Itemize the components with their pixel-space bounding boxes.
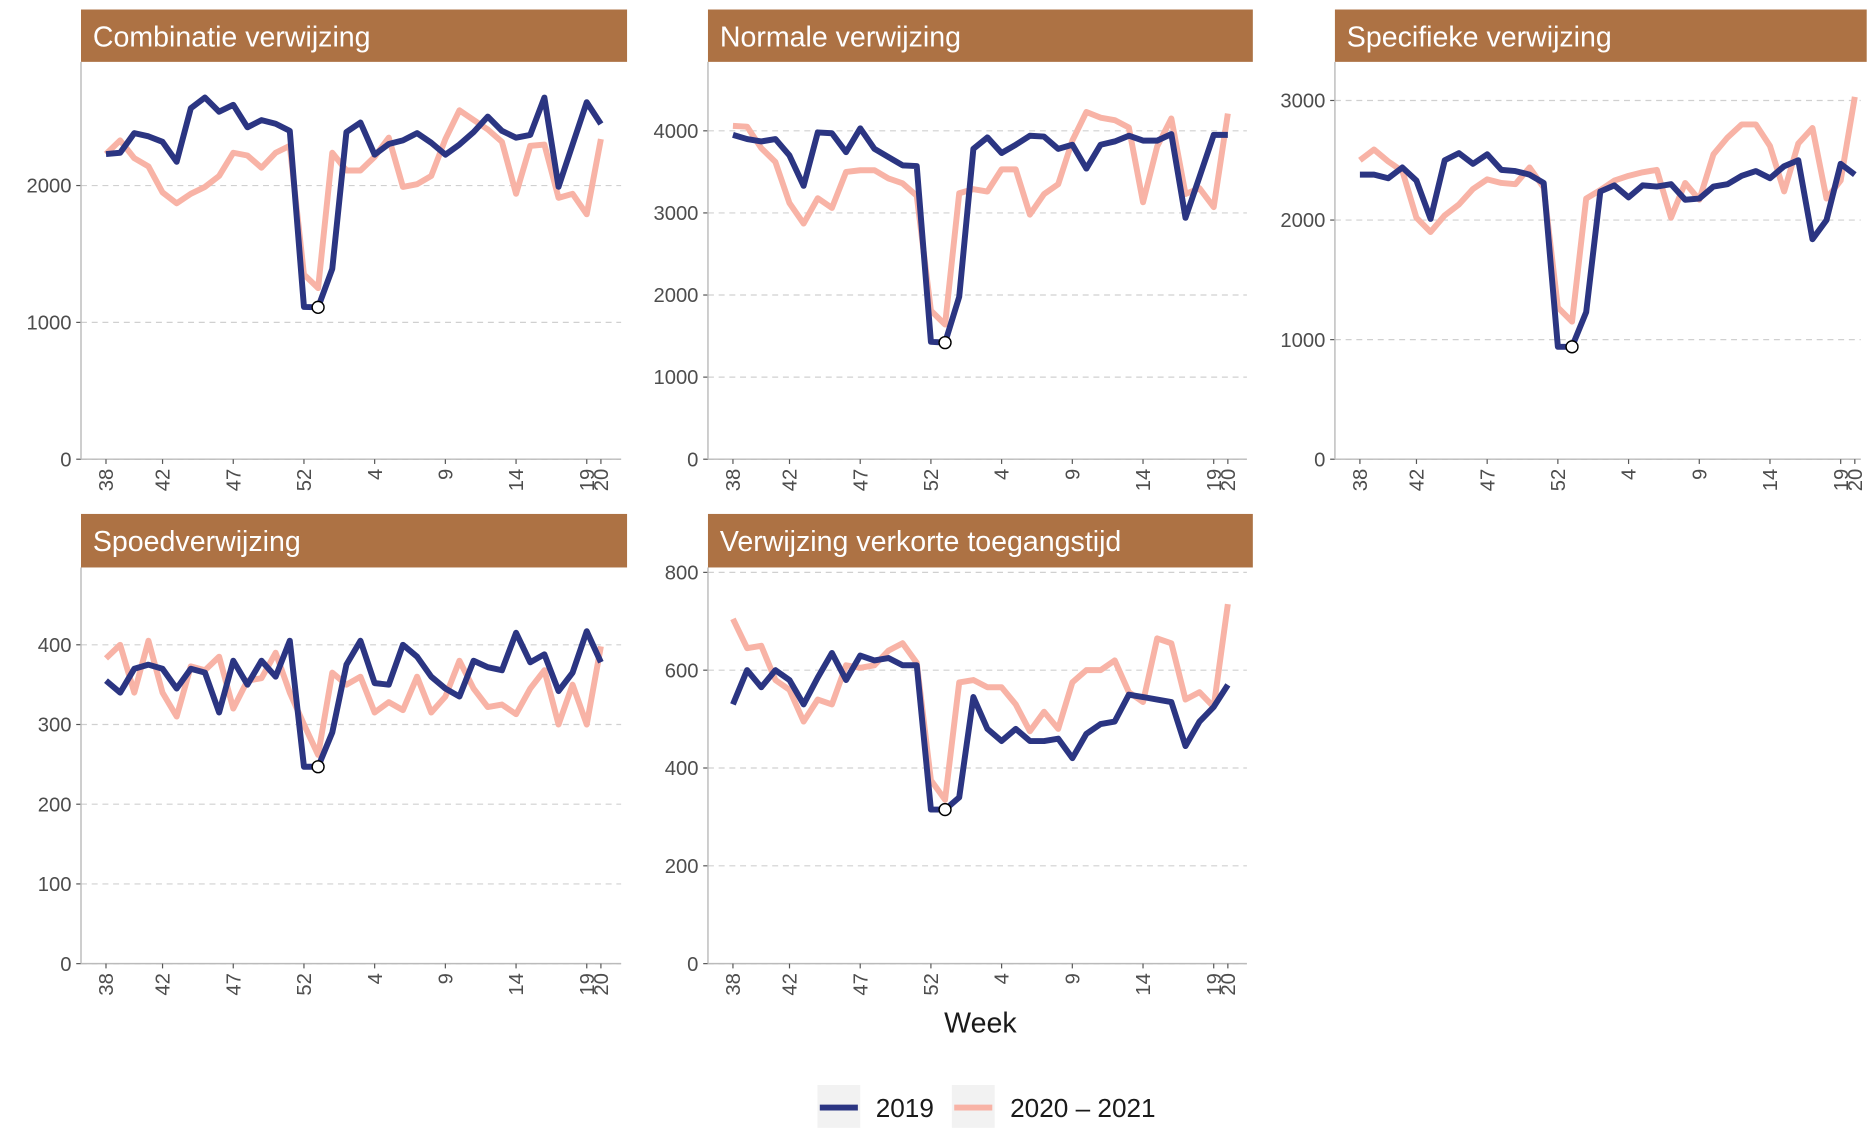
x-tick-label: 9 [435,973,457,984]
x-tick-label: 19 [577,973,599,996]
series-line [730,650,1231,813]
y-tick-label: 1000 [27,313,72,335]
y-tick-label: 3000 [653,203,698,225]
x-tick-label: 47 [1477,469,1499,491]
y-tick-label: 0 [60,954,71,976]
highlight-point [311,760,325,774]
x-tick-label: 52 [294,973,316,996]
panel-strip [1334,9,1867,62]
x-tick-label: 52 [921,973,943,996]
x-tick-label: 47 [850,469,872,492]
panel-strip [707,9,1253,62]
panel-title: Normale verwijzing [720,21,961,53]
x-tick-label: 47 [850,973,872,996]
y-tick-label: 0 [687,449,698,471]
x-tick-label: 14 [1760,469,1782,491]
y-tick-label: 3000 [1280,91,1325,113]
x-tick-label: 9 [1062,973,1084,984]
highlight-point [1565,340,1579,354]
x-tick-label: 19 [1204,469,1226,491]
x-tick-label: 19 [1831,469,1853,491]
y-tick-label: 4000 [653,121,698,143]
x-tick-label: 9 [1062,469,1084,480]
series-line [732,108,1231,328]
y-tick-label: 1000 [653,367,698,389]
x-tick-label: 14 [1133,973,1155,996]
x-tick-label: 42 [153,973,175,996]
x-tick-label: 9 [1689,469,1711,480]
panel-strip [81,9,628,62]
series-line [105,94,604,311]
x-tick-label: 52 [1548,469,1570,491]
x-tick-label: 20 [1845,469,1867,491]
y-tick-label: 0 [687,954,698,976]
y-tick-label: 600 [665,660,699,682]
panel-title: Combinatie verwijzing [93,21,371,53]
x-tick-label: 20 [1218,973,1240,996]
x-tick-label: 19 [577,469,599,492]
panel-title: Spoedverwijzing [93,526,301,558]
y-tick-label: 200 [38,794,72,816]
legend-label: 2019 [876,1093,934,1123]
x-tick-label: 42 [153,469,175,492]
x-tick-label: 38 [723,973,745,996]
x-tick-label: 47 [223,469,245,492]
highlight-point [938,335,952,350]
x-tick-label: 19 [1204,973,1226,996]
x-tick-label: 42 [1407,469,1429,491]
series-line [730,603,1231,803]
y-tick-label: 2000 [1280,210,1325,232]
x-tick-label: 4 [1619,469,1641,480]
x-tick-label: 52 [294,469,316,492]
y-tick-label: 300 [38,715,72,737]
highlight-point [938,802,952,817]
y-tick-label: 2000 [653,285,698,307]
x-tick-label: 38 [723,469,745,492]
x-tick-label: 14 [506,973,528,996]
x-tick-label: 20 [591,973,613,996]
y-tick-label: 100 [38,874,72,896]
x-tick-label: 52 [921,469,943,492]
y-tick-label: 2000 [27,176,72,198]
panel-strip [707,513,1253,568]
x-tick-label: 38 [1350,469,1372,491]
x-tick-label: 42 [780,469,802,492]
x-tick-label: 4 [992,973,1014,984]
x-tick-label: 38 [96,469,118,492]
x-tick-label: 9 [435,469,457,480]
y-tick-label: 1000 [1280,330,1325,352]
x-tick-label: 20 [591,469,613,492]
series-line [1359,150,1857,350]
y-tick-label: 400 [665,758,699,780]
y-tick-label: 0 [60,449,71,471]
x-tick-label: 42 [780,973,802,996]
y-tick-label: 200 [665,856,699,878]
x-tick-label: 4 [992,469,1014,480]
y-tick-label: 400 [38,635,72,657]
x-tick-label: 14 [1133,469,1155,492]
y-tick-label: 800 [665,563,699,585]
y-tick-label: 0 [1314,449,1325,471]
x-axis-label: Week [944,1008,1017,1040]
series-line [103,107,604,292]
panel-title: Specifieke verwijzing [1347,21,1612,53]
x-tick-label: 38 [96,973,118,996]
panel-title: Verwijzing verkorte toegangstijd [720,526,1121,558]
legend-label: 2020 – 2021 [1010,1093,1155,1123]
series-line [732,125,1228,346]
series-line [104,628,604,770]
x-tick-label: 4 [365,973,387,984]
x-tick-label: 14 [506,469,528,492]
highlight-point [311,300,325,314]
x-tick-label: 4 [365,469,387,480]
x-tick-label: 47 [223,973,245,996]
x-tick-label: 20 [1218,469,1240,492]
panel-strip [81,513,628,568]
